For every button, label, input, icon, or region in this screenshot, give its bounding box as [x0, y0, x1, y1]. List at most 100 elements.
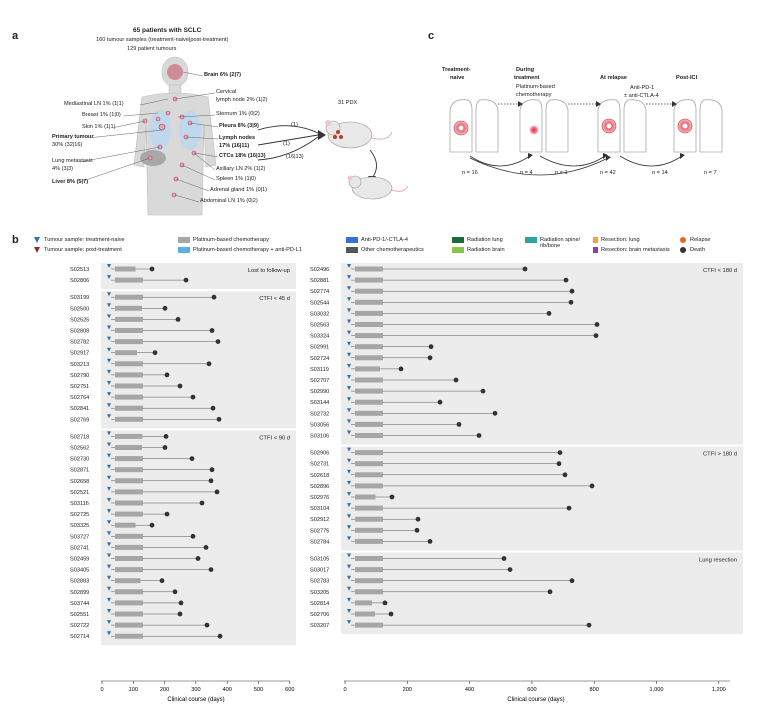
sample-naive-marker [107, 631, 111, 636]
death-marker [209, 467, 215, 473]
sample-naive-marker [107, 292, 111, 297]
sample-id-label: S02790 [70, 373, 89, 379]
count-post-ici: n = 7 [704, 170, 717, 176]
stage-at-relapse: At relapse [600, 75, 628, 81]
chemo-bar [355, 461, 383, 467]
chemo-bar [355, 388, 383, 394]
chemo-bar [355, 277, 383, 283]
death-marker [415, 516, 421, 522]
chemo-bar [115, 266, 136, 272]
count-during-1: n = 4 [520, 170, 533, 176]
lung-icon [475, 99, 499, 153]
sample-naive-marker [107, 509, 111, 514]
death-marker [522, 266, 528, 272]
sample-id-label: S02808 [70, 329, 89, 335]
sample-id-label: S02618 [310, 473, 329, 479]
death-marker [593, 333, 599, 338]
axis-tick-label: 200 [160, 687, 169, 693]
sample-naive-marker [107, 498, 111, 502]
death-marker [203, 545, 209, 550]
legend-item: Relapse [680, 237, 711, 243]
chemo-bar [115, 478, 143, 484]
pdx-arrow-label-1: (1) [291, 122, 298, 128]
sample-id-label: S03744 [70, 601, 89, 607]
death-marker [216, 416, 222, 422]
stage-during-treatment-2: treatment [514, 75, 540, 81]
sample-id-label: S02544 [310, 300, 329, 306]
sample-naive-marker [107, 442, 111, 447]
chemo-bar [355, 377, 383, 383]
panel-b-letter: b [12, 234, 19, 246]
sample-id-label: S02730 [70, 457, 89, 463]
site-cervical-value: lymph node 2% (1|2) [216, 97, 268, 103]
chemo-bar [115, 445, 142, 450]
death-marker [427, 539, 433, 544]
chemo-bar [355, 366, 380, 372]
sample-naive-marker [107, 325, 111, 330]
chemo-bar [355, 355, 383, 361]
ici-label-2: ± anti-CTLA-4 [624, 93, 659, 99]
sample-id-label: S02990 [310, 389, 329, 395]
chemo-bar [115, 567, 143, 573]
death-marker [456, 422, 462, 427]
axis-tick-label: 400 [465, 687, 474, 693]
mouse-icon [325, 120, 393, 149]
death-marker [177, 611, 183, 617]
sample-naive-marker [347, 297, 351, 302]
death-marker [568, 299, 574, 305]
triangle-icon [34, 247, 40, 253]
sample-id-label: S03116 [70, 501, 89, 507]
axis-tick-label: 300 [191, 687, 200, 693]
sample-id-label: S02912 [310, 517, 329, 523]
sample-id-label: S03205 [310, 590, 329, 596]
sample-id-label: S02500 [70, 306, 89, 312]
sample-naive-marker [347, 447, 351, 452]
chemo-bar [355, 450, 383, 456]
mouse-icon [347, 175, 409, 200]
sample-naive-marker [347, 286, 351, 291]
sample-id-label: S02741 [70, 545, 89, 551]
chemo-bar [115, 372, 143, 378]
death-marker [172, 589, 178, 595]
sample-id-label: S02496 [310, 267, 329, 273]
axis-tick-label: 600 [285, 687, 294, 693]
chemo-bar [115, 350, 137, 356]
death-marker [453, 377, 459, 383]
chemo-bar [115, 522, 136, 528]
sample-naive-marker [347, 620, 351, 625]
sample-naive-marker [107, 620, 111, 625]
sample-id-label: S03405 [70, 568, 89, 574]
sample-naive-marker [107, 542, 111, 547]
death-marker [586, 622, 592, 628]
sample-naive-marker [107, 453, 111, 458]
site-pleura: Pleura 8% (3|9) [219, 123, 259, 129]
legend-item: Platinum-based chemotherapy [178, 237, 269, 243]
stage-during-treatment: During [516, 67, 535, 73]
sample-id-label: S02784 [310, 539, 329, 545]
sample-id-label: S02841 [70, 406, 89, 412]
death-marker [566, 505, 572, 511]
sample-id-label: S03144 [310, 400, 329, 406]
death-marker [164, 372, 170, 378]
sample-id-label: S02775 [310, 528, 329, 534]
site-skin: Skin 1% (1|1) [82, 124, 116, 130]
legend-item: Death [680, 247, 705, 253]
sample-id-label: S02722 [70, 623, 89, 629]
chemo-bar [355, 421, 383, 427]
body-silhouette [133, 56, 217, 216]
death-marker [195, 556, 201, 561]
group-background [101, 291, 296, 429]
death-marker [563, 277, 569, 283]
sample-id-label: S02551 [70, 612, 89, 618]
chemo-bar [355, 399, 383, 405]
axis-tick-label: 800 [590, 687, 599, 693]
chemo-bar [115, 328, 143, 333]
death-marker [190, 533, 196, 539]
sample-naive-marker [107, 475, 111, 480]
axis-tick-label: 500 [254, 687, 263, 693]
chemo-bar [355, 538, 383, 544]
chemo-bar [355, 611, 375, 617]
sample-naive-marker [347, 352, 351, 357]
sample-naive-marker [347, 597, 351, 602]
